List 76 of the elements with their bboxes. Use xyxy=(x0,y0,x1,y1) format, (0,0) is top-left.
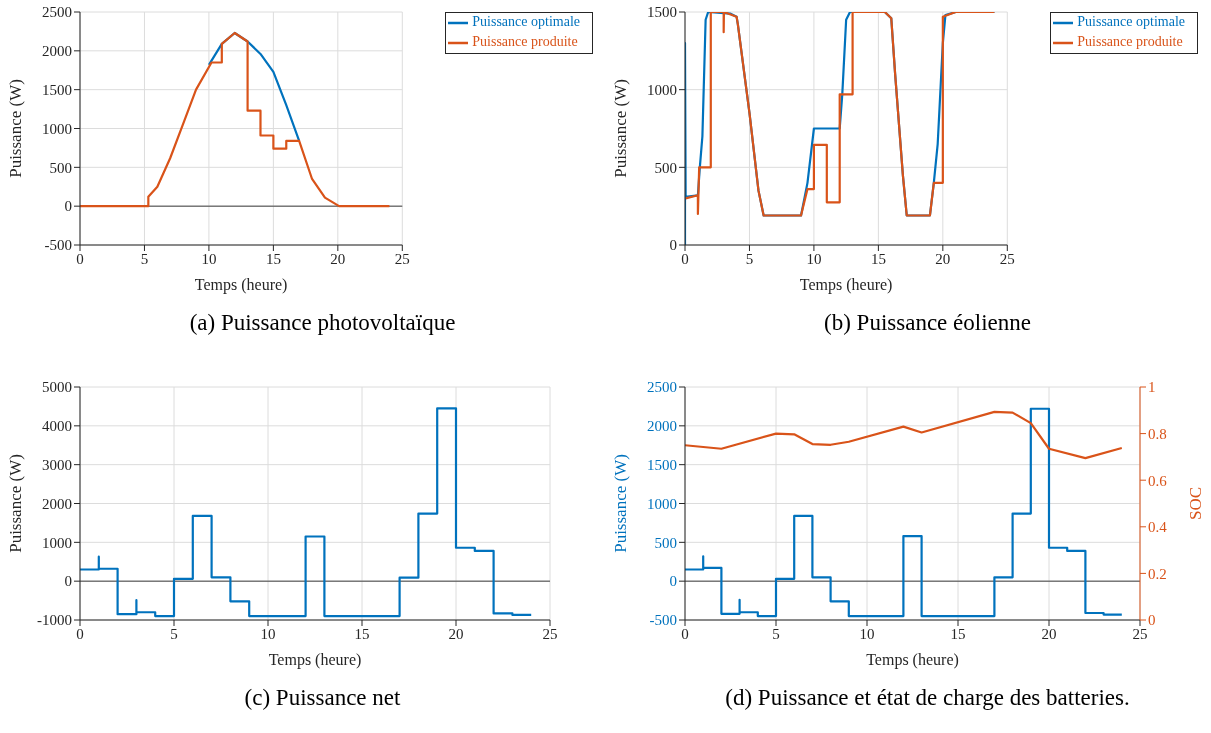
y-tick-label: 4000 xyxy=(42,418,72,435)
text: (d) Puissance et état de charge des batteries. xyxy=(724,685,1131,711)
y-tick-label: 2000 xyxy=(42,495,72,512)
text: (b) Puissance éolienne xyxy=(823,310,1032,336)
line-series xyxy=(685,407,1123,618)
x-tick-label: 0 xyxy=(681,250,689,267)
y-axis-title: Puissance (W) xyxy=(611,79,631,178)
x-tick-label: 25 xyxy=(999,250,1015,267)
x-tick-label: 0 xyxy=(76,625,84,642)
line-series xyxy=(80,407,533,618)
x-tick-label: 5 xyxy=(745,250,754,267)
y2-tick-label: 0.6 xyxy=(1148,472,1168,489)
legend-label: Puissance produite xyxy=(472,34,578,50)
legend-label: Puissance optimale xyxy=(1077,14,1185,30)
y-tick-label: 0 xyxy=(64,198,72,215)
y-tick-label: 1000 xyxy=(647,495,677,512)
x-axis-title: Temps (heure) xyxy=(268,651,362,669)
y-tick-label: 1500 xyxy=(647,4,677,21)
text: (c) Puissance net xyxy=(243,685,402,711)
y2-tick-label: 1 xyxy=(1148,379,1156,396)
x-tick-label: 20 xyxy=(1041,625,1057,642)
y2-tick-label: 0 xyxy=(1148,612,1156,629)
x-axis-title: Temps (heure) xyxy=(194,276,288,294)
x-tick-label: 20 xyxy=(935,250,951,267)
y2-axis-title: SOC xyxy=(1186,486,1206,521)
x-tick-label: 25 xyxy=(394,250,410,267)
y-tick-label: 0 xyxy=(669,237,677,254)
x-tick-label: 5 xyxy=(170,625,178,642)
y-tick-label: 2000 xyxy=(647,418,677,435)
y-tick-label: 500 xyxy=(49,159,72,176)
x-tick-label: 10 xyxy=(806,250,822,267)
x-tick-label: 10 xyxy=(260,625,276,642)
x-tick-label: 15 xyxy=(354,625,370,642)
x-axis-title: Temps (heure) xyxy=(799,276,893,294)
line-series xyxy=(685,410,1123,460)
x-tick-label: 5 xyxy=(140,250,149,267)
y-tick-label: 0 xyxy=(64,573,72,590)
x-tick-label: 15 xyxy=(950,625,966,642)
x-tick-label: 15 xyxy=(870,250,886,267)
y2-tick-label: 0.8 xyxy=(1148,425,1167,442)
y-tick-label: 2500 xyxy=(42,4,72,21)
line-series xyxy=(80,31,391,208)
y-tick-label: 1000 xyxy=(42,534,72,551)
y-axis-title: Puissance (W) xyxy=(611,454,631,553)
y-tick-label: 3000 xyxy=(42,456,72,473)
x-tick-label: 15 xyxy=(265,250,281,267)
y-tick-label: 1500 xyxy=(647,456,677,473)
y-tick-label: -500 xyxy=(649,612,677,629)
y-tick-label: 2000 xyxy=(42,43,72,60)
y-tick-label: 1000 xyxy=(647,81,677,98)
legend-label: Puissance produite xyxy=(1077,34,1183,50)
y-tick-label: 5000 xyxy=(42,379,72,396)
x-tick-label: 10 xyxy=(859,625,875,642)
x-tick-label: 10 xyxy=(201,250,217,267)
legend-label: Puissance optimale xyxy=(472,14,580,30)
y2-tick-label: 0.2 xyxy=(1148,565,1167,582)
y2-tick-label: 0.4 xyxy=(1148,519,1168,536)
y-axis-title: Puissance (W) xyxy=(6,79,26,178)
x-tick-label: 20 xyxy=(448,625,464,642)
x-tick-label: 20 xyxy=(330,250,346,267)
x-axis-title: Temps (heure) xyxy=(866,651,959,669)
text: (a) Puissance photovoltaïque xyxy=(188,310,457,336)
x-tick-label: 25 xyxy=(1132,625,1148,642)
y-tick-label: 1000 xyxy=(42,120,72,137)
x-tick-label: 0 xyxy=(681,625,689,642)
x-tick-label: 5 xyxy=(772,625,780,642)
x-tick-label: 25 xyxy=(542,625,558,642)
y-tick-label: -1000 xyxy=(37,612,72,629)
y-tick-label: 500 xyxy=(654,534,677,551)
y-tick-label: -500 xyxy=(44,237,72,254)
y-tick-label: 2500 xyxy=(647,379,677,396)
y-tick-label: 0 xyxy=(669,573,677,590)
y-axis-title: Puissance (W) xyxy=(6,454,26,553)
y-tick-label: 500 xyxy=(654,159,677,176)
y-tick-label: 1500 xyxy=(42,81,72,98)
x-tick-label: 0 xyxy=(76,250,84,267)
